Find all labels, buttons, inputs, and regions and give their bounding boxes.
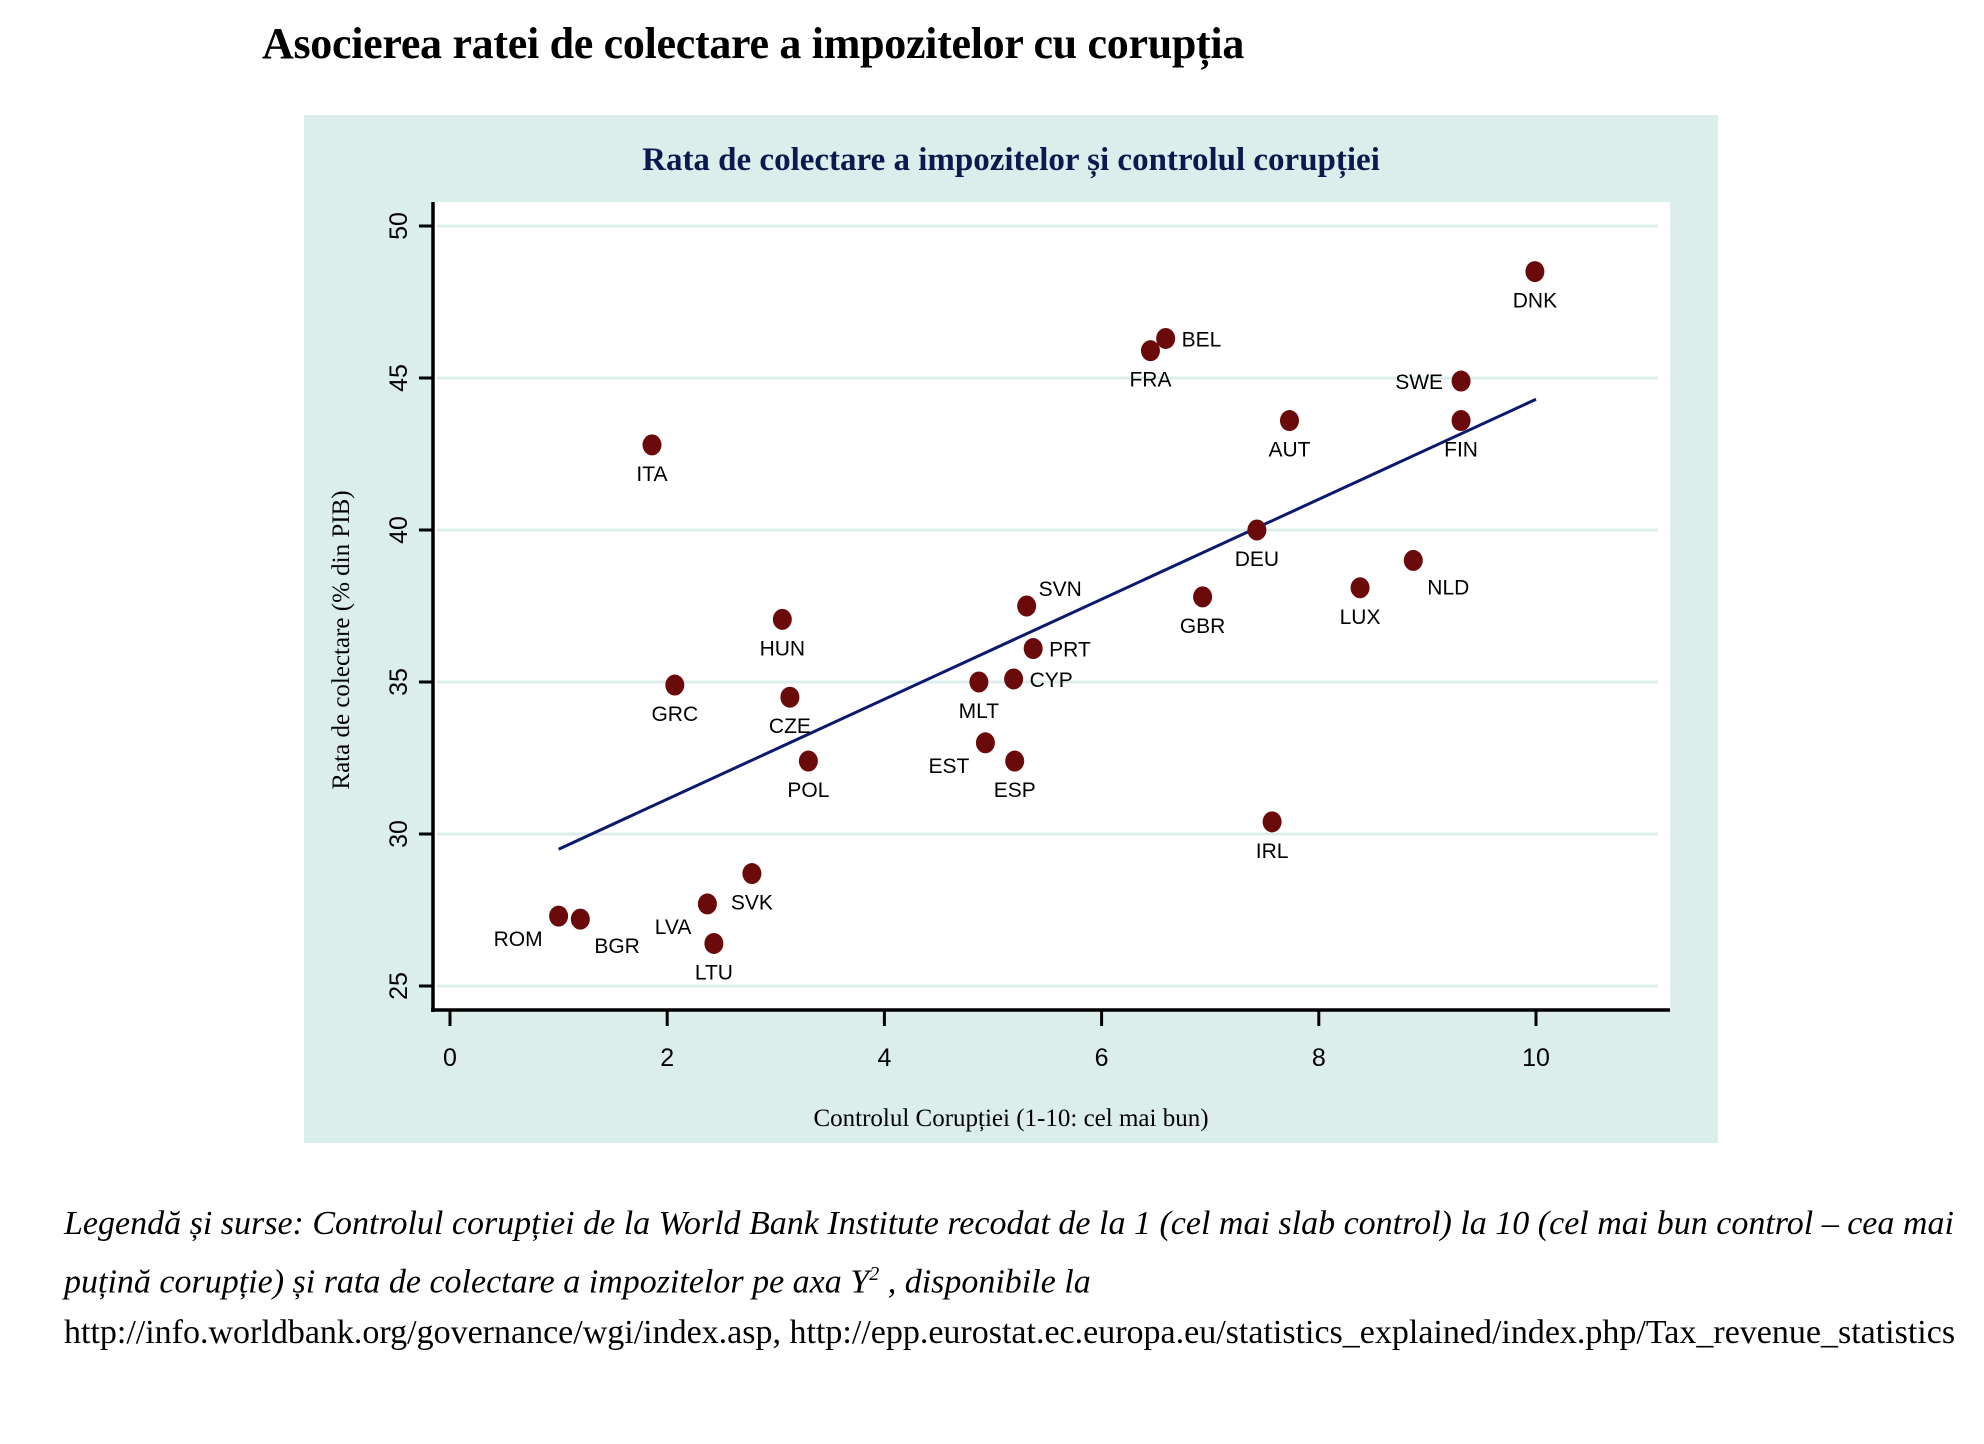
data-point-gbr xyxy=(1193,586,1213,608)
x-tick-label: 4 xyxy=(877,1044,891,1072)
data-point-prt xyxy=(1023,638,1043,660)
point-label-dnk: DNK xyxy=(1513,290,1557,313)
point-label-bgr: BGR xyxy=(594,935,640,958)
point-label-aut: AUT xyxy=(1268,439,1310,462)
y-axis-label: Rata de colectare (% din PIB) xyxy=(328,490,355,789)
data-point-aut xyxy=(1279,410,1299,432)
data-point-fin xyxy=(1451,410,1471,432)
point-label-esp: ESP xyxy=(994,779,1036,802)
data-point-cze xyxy=(780,686,800,708)
point-label-grc: GRC xyxy=(651,703,698,726)
point-label-deu: DEU xyxy=(1235,548,1279,571)
data-point-bgr xyxy=(570,908,590,930)
point-label-swe: SWE xyxy=(1395,371,1443,394)
data-point-hun xyxy=(772,608,792,630)
data-point-est xyxy=(975,732,995,754)
caption-source-links: http://info.worldbank.org/governance/wgi… xyxy=(64,1314,1956,1352)
data-point-rom xyxy=(549,905,569,927)
data-point-svk xyxy=(742,863,762,885)
figure-caption: Legendă și surse: Controlul corupției de… xyxy=(64,1198,1964,1358)
caption-superscript: 2 xyxy=(869,1263,880,1285)
data-point-ita xyxy=(642,434,662,456)
data-point-lva xyxy=(697,893,717,915)
y-tick-label: 35 xyxy=(385,668,413,696)
y-tick-label: 25 xyxy=(385,972,413,1000)
data-point-grc xyxy=(665,674,685,696)
point-label-prt: PRT xyxy=(1049,639,1091,662)
y-tick-label: 45 xyxy=(385,364,413,392)
point-label-lva: LVA xyxy=(655,916,692,939)
data-point-dnk xyxy=(1525,261,1545,283)
data-point-swe xyxy=(1451,370,1471,392)
y-tick-label: 30 xyxy=(385,820,413,848)
data-point-pol xyxy=(798,750,818,772)
point-label-est: EST xyxy=(929,755,970,778)
data-point-irl xyxy=(1262,811,1282,833)
point-label-bel: BEL xyxy=(1182,328,1222,351)
x-tick-label: 0 xyxy=(443,1044,457,1072)
plot-background xyxy=(433,202,1670,1010)
x-axis-label: Controlul Corupției (1-10: cel mai bun) xyxy=(813,1105,1208,1132)
data-point-fra xyxy=(1140,340,1160,362)
point-label-ita: ITA xyxy=(636,463,667,486)
point-label-svn: SVN xyxy=(1039,578,1082,601)
point-label-svk: SVK xyxy=(731,892,773,915)
y-tick-label: 50 xyxy=(385,212,413,240)
point-label-fra: FRA xyxy=(1129,369,1171,392)
point-label-mlt: MLT xyxy=(959,700,1000,723)
x-tick-label: 6 xyxy=(1095,1044,1109,1072)
data-point-svn xyxy=(1017,595,1037,617)
point-label-ltu: LTU xyxy=(695,961,733,984)
data-point-ltu xyxy=(704,932,724,954)
point-label-cyp: CYP xyxy=(1030,669,1073,692)
chart-title: Rata de colectare a impozitelor și contr… xyxy=(642,142,1380,179)
data-point-lux xyxy=(1350,577,1370,599)
x-tick-label: 8 xyxy=(1312,1044,1326,1072)
data-point-cyp xyxy=(1004,668,1024,690)
point-label-fin: FIN xyxy=(1444,439,1478,462)
point-label-gbr: GBR xyxy=(1180,615,1226,638)
caption-legend-text-end: , disponibile la xyxy=(879,1263,1091,1301)
point-label-pol: POL xyxy=(787,779,829,802)
fit-line xyxy=(557,397,1537,851)
point-label-cze: CZE xyxy=(769,715,811,738)
x-tick-label: 2 xyxy=(660,1044,674,1072)
data-point-nld xyxy=(1403,549,1423,571)
point-label-lux: LUX xyxy=(1340,606,1381,629)
data-point-deu xyxy=(1247,519,1267,541)
point-label-hun: HUN xyxy=(760,637,806,660)
data-point-bel xyxy=(1156,327,1176,349)
point-label-irl: IRL xyxy=(1256,840,1289,863)
caption-legend-text: Legendă și surse: Controlul corupției de… xyxy=(64,1205,1954,1301)
figure-title: Asocierea ratei de colectare a impozitel… xyxy=(262,19,1245,68)
x-tick-label: 10 xyxy=(1522,1044,1550,1072)
data-point-mlt xyxy=(969,671,989,693)
point-label-rom: ROM xyxy=(494,928,543,951)
data-point-esp xyxy=(1005,750,1025,772)
y-tick-label: 40 xyxy=(385,516,413,544)
point-label-nld: NLD xyxy=(1427,576,1469,599)
